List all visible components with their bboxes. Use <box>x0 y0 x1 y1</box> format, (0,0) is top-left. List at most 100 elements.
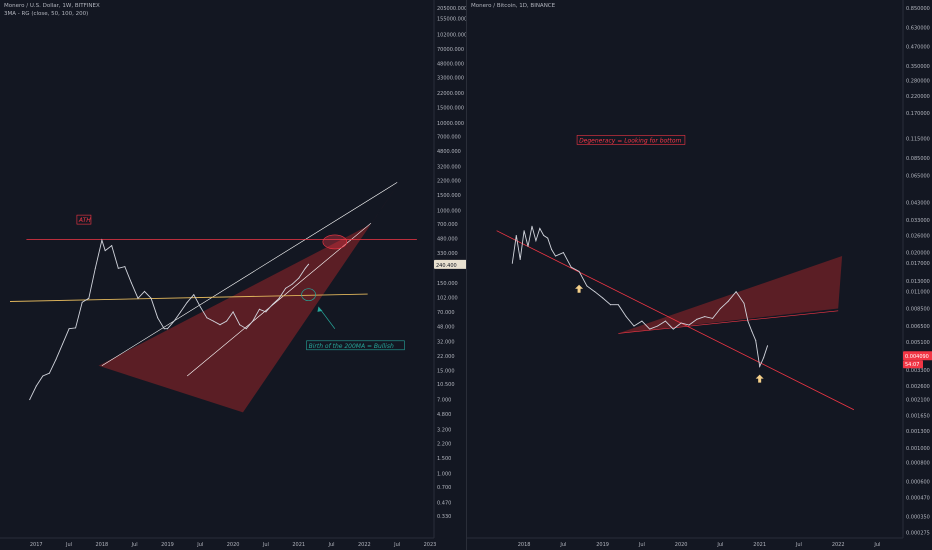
y-tick-label: 0.033000 <box>906 218 930 224</box>
price-point <box>265 311 267 313</box>
up-arrow-icon <box>755 374 764 383</box>
price-point <box>523 230 525 232</box>
price-point <box>609 304 611 306</box>
x-tick-label: Jul <box>559 542 566 548</box>
price-point <box>751 330 753 332</box>
y-tick-label: 0.630000 <box>906 26 930 32</box>
y-tick-label: 0.013000 <box>906 279 930 285</box>
price-point <box>586 285 588 287</box>
price-point <box>531 225 533 227</box>
x-tick-label: Jul <box>196 542 203 548</box>
y-tick-label: 0.085000 <box>906 156 930 162</box>
y-tick-label: 150.000 <box>437 281 458 287</box>
y-tick-label: 102000.000 <box>437 33 466 39</box>
y-tick-label: 700.000 <box>437 222 458 228</box>
price-point <box>75 327 77 329</box>
y-tick-label: 330.000 <box>437 251 458 257</box>
y-tick-label: 155000.000 <box>437 17 466 23</box>
y-tick-label: 0.700 <box>437 485 451 491</box>
y-tick-label: 0.000470 <box>906 495 930 501</box>
y-tick-label: 0.350000 <box>906 64 930 70</box>
y-tick-label: 4.800 <box>437 412 451 418</box>
y-tick-label: 22.000 <box>437 354 455 360</box>
price-point <box>547 237 549 239</box>
x-tick-label: 2022 <box>358 542 371 548</box>
price-point <box>755 340 757 342</box>
price-point <box>167 328 168 330</box>
y-tick-label: 0.002600 <box>906 384 930 390</box>
price-point <box>735 291 737 293</box>
y-tick-label: 0.043000 <box>906 201 930 207</box>
price-point <box>633 325 635 327</box>
y-tick-label: 4800.000 <box>437 149 461 155</box>
price-point <box>252 320 254 322</box>
price-point <box>696 318 698 320</box>
right-chart-title: Monero / Bitcoin, 1D, BINANCE <box>471 3 556 9</box>
y-tick-label: 0.003300 <box>906 368 930 374</box>
price-point <box>157 317 159 319</box>
y-tick-label: 0.470000 <box>906 45 930 51</box>
y-tick-label: 0.000275 <box>906 530 930 536</box>
price-point <box>308 263 310 265</box>
y-tick-label: 480.000 <box>437 237 458 243</box>
annotation-box <box>576 135 686 145</box>
y-tick-label: 33000.000 <box>437 76 464 82</box>
downtrend-line <box>496 230 855 411</box>
wedge-lower-line <box>186 222 372 377</box>
y-tick-label: 0.001650 <box>906 413 930 419</box>
y-tick-label: 0.026000 <box>906 234 930 240</box>
price-point <box>104 250 106 252</box>
x-tick-label: 2021 <box>292 542 305 548</box>
y-tick-label: 10000.000 <box>437 121 464 127</box>
price-point <box>511 262 513 264</box>
x-tick-label: Jul <box>262 542 269 548</box>
y-tick-label: 0.001000 <box>906 446 930 452</box>
y-tick-label: 3.200 <box>437 427 451 433</box>
price-point <box>278 297 280 299</box>
annotation-box <box>306 340 405 351</box>
x-tick-label: 2019 <box>161 542 174 548</box>
y-tick-label: 15.000 <box>437 369 455 375</box>
price-point <box>680 322 682 324</box>
price-point <box>101 239 103 241</box>
y-tick-label: 0.008500 <box>906 306 930 312</box>
y-tick-label: 70000.000 <box>437 47 464 53</box>
price-point <box>111 245 113 247</box>
ma-cross-circle <box>301 288 316 302</box>
price-point <box>68 328 70 330</box>
price-point <box>727 300 729 302</box>
x-tick-label: 2020 <box>675 542 688 548</box>
price-point <box>304 267 306 269</box>
price-point <box>35 385 37 387</box>
right-chart-pane[interactable]: Monero / Bitcoin, 1D, BINANCE 0.850000 0.… <box>466 0 932 550</box>
up-arrow-icon <box>575 284 584 293</box>
price-series-line <box>511 226 768 368</box>
xmr-usd-chart[interactable]: 205000.000 155000.000 102000.000 70000.000 4… <box>0 0 466 550</box>
x-tick-label: Jul <box>716 542 723 548</box>
y-tick-label: 0.470 <box>437 500 451 506</box>
price-point <box>42 375 44 377</box>
left-chart-pane[interactable]: Monero / U.S. Dollar, 1W, BITFINEX 3MA -… <box>0 0 466 550</box>
y-tick-label: 0.011000 <box>906 290 930 296</box>
x-tick-label: 2023 <box>424 542 437 548</box>
y-tick-label: 0.280000 <box>906 78 930 84</box>
y-tick-label: 0.017000 <box>906 261 930 267</box>
price-point <box>226 320 228 322</box>
left-chart-subtitle: 3MA - RG (close, 50, 100, 200) <box>4 11 89 17</box>
y-tick-label: 1000.000 <box>437 209 461 215</box>
x-tick-label: 2022 <box>832 542 845 548</box>
y-tick-label: 7000.000 <box>437 135 461 141</box>
y-tick-label: 0.000600 <box>906 479 930 485</box>
price-point <box>199 306 201 308</box>
price-point <box>245 328 247 330</box>
price-point <box>551 248 553 250</box>
price-point <box>163 328 165 330</box>
price-point <box>578 270 580 272</box>
y-tick-label: 48.000 <box>437 324 455 330</box>
y-tick-label: 0.005100 <box>906 340 930 346</box>
wedge-zone <box>618 255 843 334</box>
y-tick-label: 0.002100 <box>906 398 930 404</box>
y-tick-label: 7.000 <box>437 398 451 404</box>
xmr-btc-chart[interactable]: 0.850000 0.630000 0.470000 0.350000 0.280000… <box>467 0 932 550</box>
price-point <box>88 297 90 299</box>
